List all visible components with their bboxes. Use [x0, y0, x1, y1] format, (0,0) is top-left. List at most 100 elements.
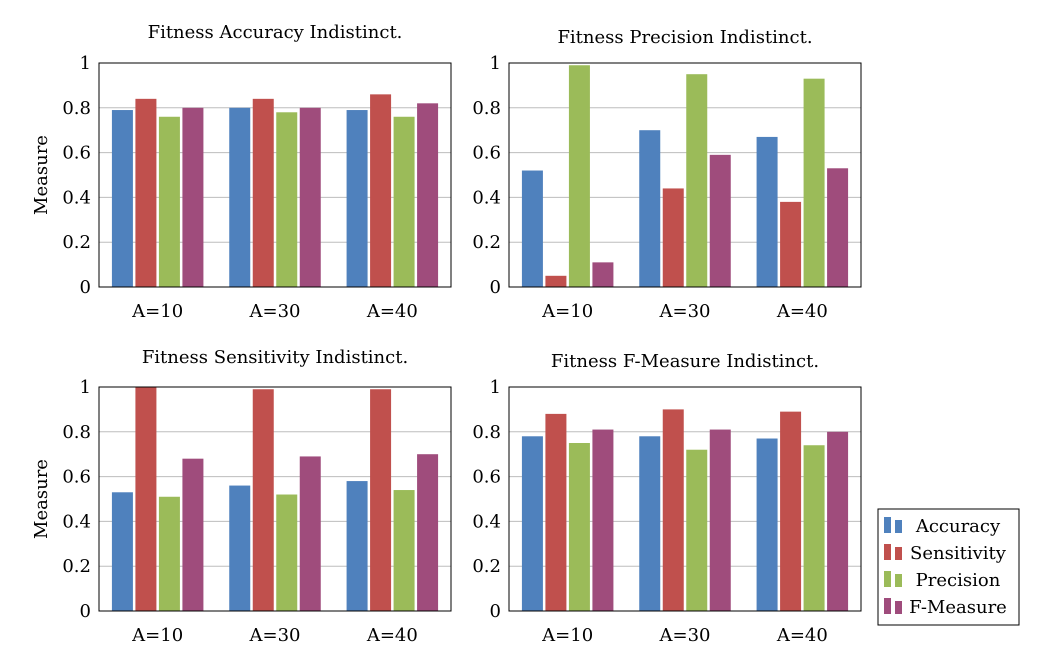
y-axis-label: Measure [31, 459, 52, 539]
panel-title: Fitness Accuracy Indistinct. [148, 22, 403, 43]
legend-swatch [895, 574, 902, 587]
bar-f-measure-a30 [299, 107, 321, 287]
plot-frame [98, 62, 452, 288]
bar-f-measure-a30 [709, 154, 731, 287]
bar-f-measure-a40 [827, 168, 849, 287]
panel-accuracy: Fitness Accuracy Indistinct. Measure 0 0.… [31, 22, 452, 322]
bar-precision-a40 [393, 490, 415, 611]
legend-label: Accuracy [915, 516, 1001, 537]
x-tick-label: A=40 [366, 625, 418, 646]
bar-sensitivity-a40 [370, 389, 392, 611]
bar-accuracy-a40 [756, 136, 778, 287]
legend-label: F-Measure [909, 597, 1007, 618]
x-tick-label: A=10 [131, 625, 183, 646]
legend: Accuracy Sensitivity Precision F-Measure [877, 508, 1020, 626]
bar-precision-a30 [276, 112, 298, 287]
y-tick-label: 0.4 [62, 511, 91, 532]
x-tick-label: A=10 [541, 625, 593, 646]
y-tick-label: 0.6 [62, 467, 91, 488]
x-tick-label: A=40 [776, 625, 828, 646]
bar-f-measure-a10 [592, 262, 614, 287]
y-tick-label: 0.2 [472, 232, 501, 253]
y-tick-label: 0.2 [62, 232, 91, 253]
panel-f-measure: Fitness F-Measure Indistinct. 0 0.2 0.4 0.6… [472, 351, 862, 646]
y-tick-label: 0.6 [62, 143, 91, 164]
panel-precision: Fitness Precision Indistinct. 0 0.2 0.4 0.6… [472, 27, 862, 322]
x-tick-label: A=30 [659, 301, 711, 322]
legend-swatch [884, 598, 891, 614]
bar-accuracy-a10 [521, 170, 543, 287]
x-tick-label: A=30 [659, 625, 711, 646]
bar-accuracy-a30 [229, 485, 251, 611]
bar-precision-a40 [803, 445, 825, 611]
bar-f-measure-a10 [182, 107, 204, 287]
legend-swatch [895, 520, 902, 533]
legend-swatch [884, 517, 891, 533]
bar-precision-a30 [686, 74, 708, 287]
bar-f-measure-a10 [182, 458, 204, 611]
panel-title: Fitness Precision Indistinct. [557, 27, 812, 48]
y-tick-label: 0.8 [62, 422, 91, 443]
bar-precision-a10 [568, 443, 590, 611]
bar-sensitivity-a10 [545, 413, 567, 611]
bar-sensitivity-a30 [662, 188, 684, 287]
y-tick-label: 0.6 [472, 467, 501, 488]
bar-accuracy-a10 [111, 110, 133, 287]
bar-sensitivity-a30 [662, 409, 684, 611]
legend-label: Sensitivity [910, 543, 1007, 564]
legend-label: Precision [916, 570, 1001, 591]
bar-precision-a40 [393, 116, 415, 287]
bar-f-measure-a30 [299, 456, 321, 611]
y-axis-label: Measure [31, 135, 52, 215]
y-tick-label: 0 [80, 601, 91, 622]
legend-swatch [895, 601, 902, 614]
bar-accuracy-a40 [756, 438, 778, 611]
bar-sensitivity-a40 [780, 411, 802, 611]
bar-sensitivity-a10 [135, 98, 157, 287]
bar-f-measure-a30 [709, 429, 731, 611]
bar-f-measure-a40 [827, 431, 849, 611]
legend-swatch [895, 547, 902, 560]
y-tick-label: 0.4 [472, 511, 501, 532]
bar-accuracy-a10 [521, 436, 543, 611]
bar-precision-a10 [158, 496, 180, 611]
y-tick-label: 0.4 [472, 187, 501, 208]
x-tick-label: A=30 [249, 625, 301, 646]
panel-title: Fitness Sensitivity Indistinct. [142, 347, 408, 368]
panel-title: Fitness F-Measure Indistinct. [551, 351, 819, 372]
x-tick-label: A=10 [131, 301, 183, 322]
y-tick-label: 0.8 [62, 98, 91, 119]
bar-f-measure-a40 [417, 454, 439, 611]
panel-sensitivity: Fitness Sensitivity Indistinct. Measure … [31, 347, 452, 646]
bar-sensitivity-a30 [252, 98, 274, 287]
y-tick-label: 0.4 [62, 187, 91, 208]
y-tick-label: 1 [490, 377, 501, 398]
plot-frame [98, 386, 452, 612]
y-tick-label: 0 [490, 601, 501, 622]
x-tick-label: A=10 [541, 301, 593, 322]
y-tick-label: 0.6 [472, 143, 501, 164]
y-tick-label: 0 [490, 277, 501, 298]
y-tick-label: 0.8 [472, 98, 501, 119]
bar-sensitivity-a10 [135, 387, 157, 611]
plot-frame [508, 386, 862, 612]
y-tick-label: 1 [80, 53, 91, 74]
bar-accuracy-a30 [229, 107, 251, 287]
bar-precision-a30 [276, 494, 298, 611]
x-tick-label: A=40 [776, 301, 828, 322]
bar-sensitivity-a30 [252, 389, 274, 611]
y-tick-label: 1 [80, 377, 91, 398]
legend-swatch [884, 571, 891, 587]
x-tick-label: A=40 [366, 301, 418, 322]
bar-precision-a10 [568, 65, 590, 288]
bar-f-measure-a10 [592, 429, 614, 611]
bar-precision-a30 [686, 449, 708, 611]
bar-accuracy-a40 [346, 110, 368, 287]
bar-sensitivity-a40 [780, 201, 802, 287]
x-tick-label: A=30 [249, 301, 301, 322]
bar-accuracy-a40 [346, 481, 368, 611]
y-tick-label: 0.2 [472, 556, 501, 577]
y-tick-label: 1 [490, 53, 501, 74]
bar-accuracy-a30 [639, 130, 661, 287]
